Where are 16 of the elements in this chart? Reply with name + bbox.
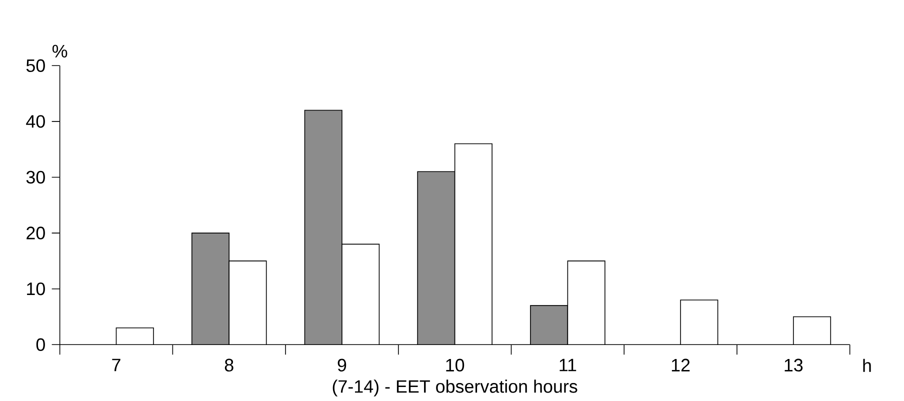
y-tick-label: 0 xyxy=(36,338,45,351)
y-tick-label: 40 xyxy=(26,115,45,128)
x-tick-label: 8 xyxy=(224,358,234,372)
y-axis-title: % xyxy=(52,44,68,58)
x-tick-label: 10 xyxy=(446,358,464,372)
y-tick-label: 20 xyxy=(26,226,45,240)
text: h xyxy=(863,358,871,372)
x-axis-title: (7-14) - EET observation hours xyxy=(332,380,578,396)
y-tick-label: 30 xyxy=(26,170,45,184)
x-tick-label: 9 xyxy=(338,358,346,372)
y-tick-label: 50 xyxy=(26,59,45,72)
x-tick-label: 12 xyxy=(672,358,690,372)
x-tick-label: 11 xyxy=(560,358,576,372)
x-tick-label: 7 xyxy=(112,358,120,372)
y-tick-label: 10 xyxy=(27,282,45,296)
x-tick-label: 13 xyxy=(784,358,803,372)
